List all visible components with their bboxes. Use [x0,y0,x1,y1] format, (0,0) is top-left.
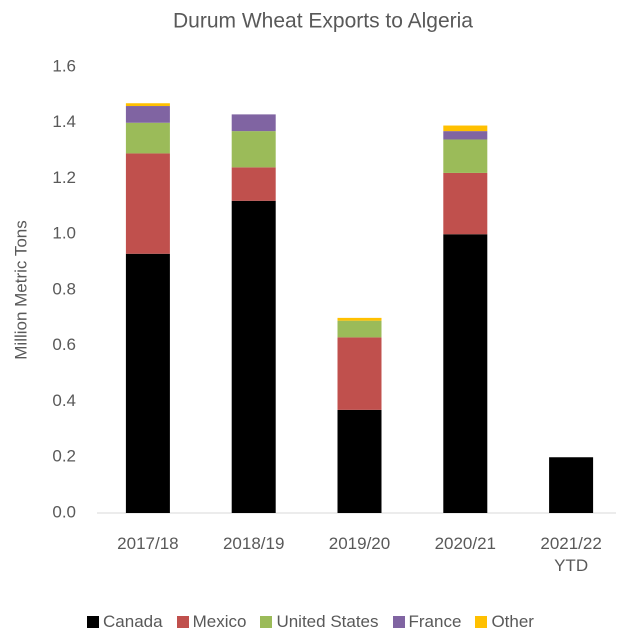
bar-segment [125,122,170,154]
bar-segment [231,114,276,132]
bar-segment [125,103,170,107]
legend-item: Mexico [176,612,247,632]
bar-segment [443,234,488,513]
bar-segment [125,106,170,123]
legend-swatch [176,616,189,628]
x-tick-label: 2020/21 [434,534,497,553]
y-tick-label: 1.4 [52,112,76,131]
bar-segment [231,167,276,201]
legend: Canada Mexico United States France Other [0,612,621,632]
legend-label: United States [276,612,379,631]
legend-swatch [87,616,100,628]
legend-label: Mexico [192,612,247,631]
x-tick-label: 2021/22 YTD [540,534,602,575]
bar-segment [443,139,488,173]
bar-segment [337,317,382,321]
bar-segment [337,409,382,513]
legend-item: United States [260,612,379,632]
y-tick-label: 1.0 [52,224,76,243]
y-tick-label: 0.6 [52,335,76,354]
legend-item: France [392,612,462,632]
bar-segment [125,253,170,513]
y-axis-title: Million Metric Tons [11,220,30,360]
legend-item: Canada [87,612,163,632]
bar-segment [337,337,382,410]
bar-segment [443,131,488,140]
x-tick-label: 2018/19 [222,534,285,553]
y-tick-label: 1.6 [52,56,76,75]
bar-segment [443,125,488,132]
bar-segment [231,200,276,514]
y-tick-label: 0.8 [52,279,76,298]
y-tick-label: 0.2 [52,447,76,466]
bar-segment [231,131,276,168]
legend-swatch [392,616,405,628]
legend-swatch [475,616,488,628]
legend-swatch [260,616,273,628]
x-tick-label: 2017/18 [117,534,179,553]
y-tick-label: 0.0 [52,502,76,521]
bar-segment [337,320,382,338]
y-tick-label: 1.2 [52,168,76,187]
legend-label: Other [491,612,534,631]
legend-item: Other [475,612,534,632]
chart-title: Durum Wheat Exports to Algeria [173,10,473,33]
bar-segment [125,153,170,254]
legend-label: France [408,612,462,631]
bar-segment [549,457,594,513]
y-tick-label: 0.4 [52,391,76,410]
bar-segment [443,172,488,235]
x-tick-label: 2019/20 [328,534,391,553]
legend-label: Canada [103,612,163,631]
